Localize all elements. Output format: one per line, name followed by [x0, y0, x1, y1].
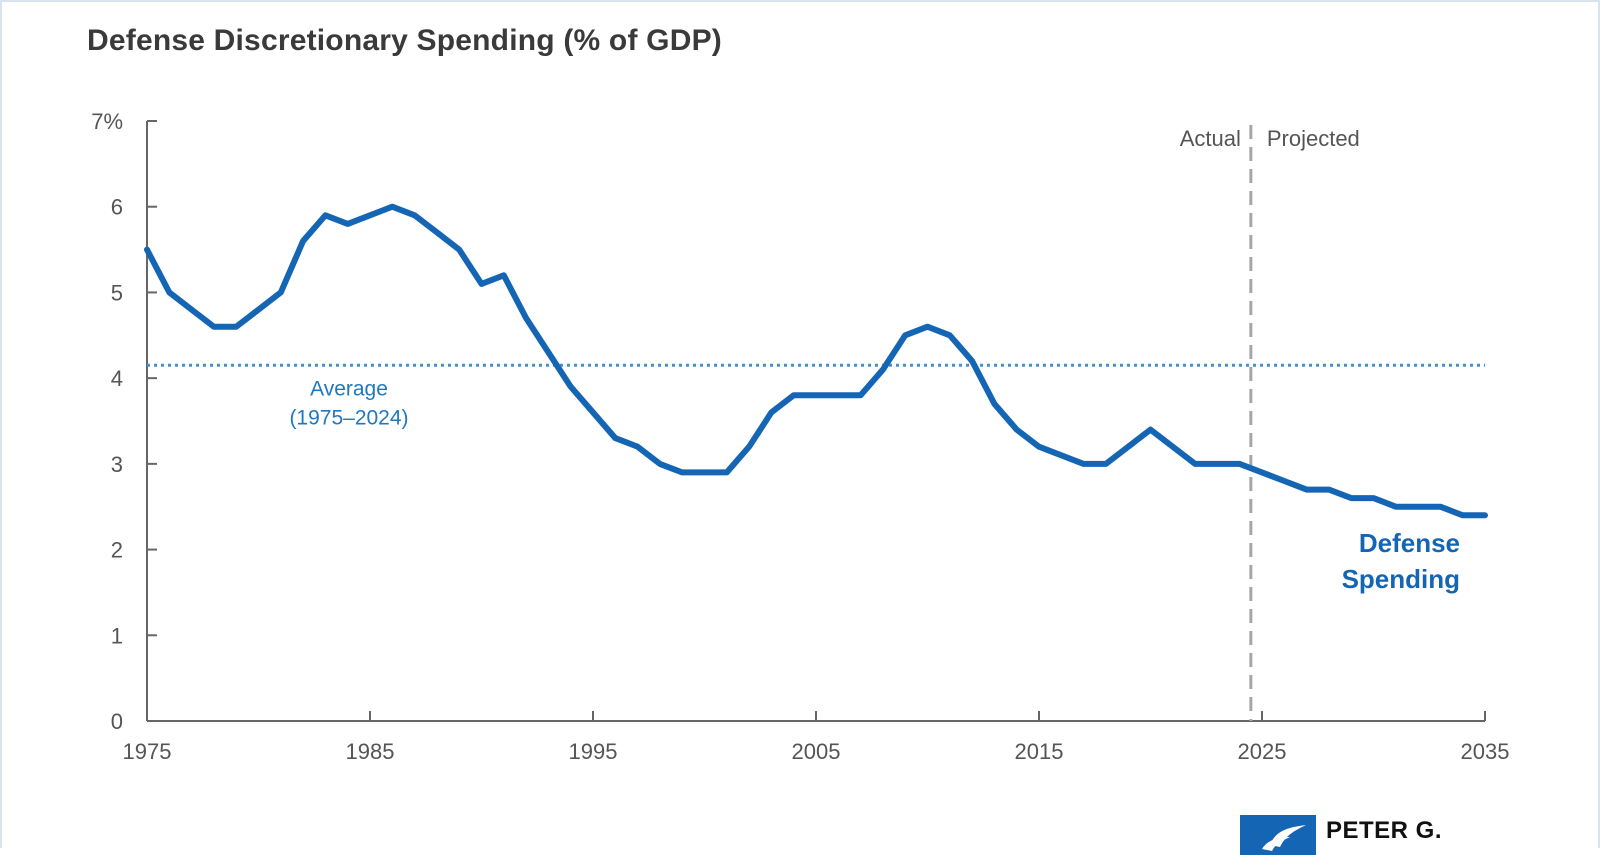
- y-tick-label: 0: [111, 709, 123, 734]
- logo-text: PETER G.: [1326, 817, 1442, 845]
- y-tick-label: 5: [111, 280, 123, 305]
- x-tick-label: 1995: [569, 739, 618, 764]
- x-tick-label: 1985: [346, 739, 395, 764]
- y-tick-label: 6: [111, 195, 123, 220]
- logo-flame-icon: [1240, 815, 1316, 855]
- y-tick-label: 4: [111, 366, 123, 391]
- x-tick-label: 2005: [792, 739, 841, 764]
- x-tick-label: 2025: [1238, 739, 1287, 764]
- projected-label: Projected: [1267, 126, 1360, 151]
- annotation-labels: Defense Spending: [1342, 528, 1460, 594]
- brand-logo: PETER G.: [1240, 815, 1442, 855]
- y-tick-label: 3: [111, 452, 123, 477]
- average-period-label: (1975–2024): [289, 406, 408, 429]
- series-label: Defense: [1359, 528, 1460, 558]
- actual-label: Actual: [1180, 126, 1241, 151]
- y-tick-label: 2: [111, 538, 123, 563]
- logo-swoosh-icon: [1240, 815, 1316, 855]
- x-tick-label: 2015: [1015, 739, 1064, 764]
- y-tick-label: 7%: [91, 109, 123, 134]
- divider-group: Actual Projected: [1180, 125, 1360, 721]
- defense-spending-line: [147, 207, 1485, 516]
- axes: 0 1 2 3 4 5 6 7% 1975 1985 1995 2005 2015 2025 2035: [91, 109, 1509, 764]
- average-label: Average: [310, 377, 388, 400]
- series-group: [147, 207, 1485, 516]
- x-tick-label: 1975: [123, 739, 172, 764]
- x-tick-label: 2035: [1461, 739, 1510, 764]
- y-tick-label: 1: [111, 623, 123, 648]
- series-label-continued: Spending: [1342, 564, 1460, 594]
